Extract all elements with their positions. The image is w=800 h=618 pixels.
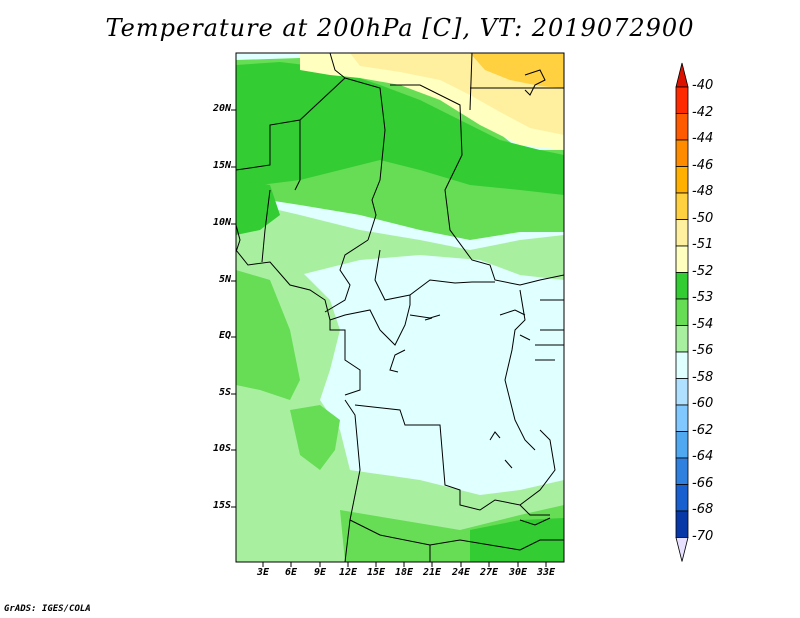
field-dark-green-west: [236, 180, 280, 235]
field-dark-green-north: [236, 62, 564, 195]
colorbar-label: -54: [692, 316, 714, 332]
longitude-ticks: [262, 562, 547, 567]
lon-label-30e: 30E: [508, 567, 528, 578]
colorbar-label: -48: [692, 184, 714, 199]
colorbar-segment: [675, 166, 689, 194]
colorbar-label: -52: [692, 263, 714, 279]
lon-label-33e: 33E: [536, 567, 556, 578]
colorbar-top-arrow: [675, 62, 689, 88]
colorbar-label: -62: [692, 422, 714, 438]
colorbar-label: -46: [692, 157, 714, 173]
lon-label-9e: 9E: [313, 567, 327, 578]
map-frame: [235, 52, 565, 563]
colorbar-label: -40: [692, 78, 714, 93]
colorbar-segment: [675, 219, 689, 247]
colorbar-segment: [675, 86, 689, 114]
colorbar-label: -50: [692, 210, 714, 226]
colorbar-label: -44: [692, 131, 714, 146]
lat-label-eq: EQ: [218, 330, 231, 341]
credit-text: GrADS: IGES/COLA: [4, 604, 91, 614]
colorbar-segment: [675, 139, 689, 167]
lon-label-12e: 12E: [338, 567, 358, 578]
lon-label-18e: 18E: [394, 567, 414, 578]
field-light-green-north: [236, 200, 564, 280]
lon-label-15e: 15E: [366, 567, 386, 578]
lon-label-3e: 3E: [256, 567, 270, 578]
colorbar-label: -60: [692, 396, 714, 411]
latitude-ticks: [231, 109, 236, 508]
colorbar-segment: [675, 457, 689, 485]
colorbar-label: -53: [692, 290, 714, 305]
colorbar-segment: [675, 192, 689, 220]
field-mid-green-sw: [290, 405, 340, 470]
field-yellow-ne: [470, 53, 564, 88]
colorbar-segment: [675, 113, 689, 141]
colorbar-label: -42: [692, 104, 714, 120]
field-dark-green-south: [470, 518, 564, 562]
colorbar-segment: [675, 298, 689, 326]
colorbar-segment: [675, 378, 689, 406]
country-borders: [236, 53, 564, 562]
lat-label-15s: 15S: [212, 500, 231, 511]
colorbar-segment: [675, 404, 689, 432]
lat-label-5n: 5N: [218, 274, 231, 285]
colorbar-segment: [675, 510, 689, 538]
colorbar-label: -68: [692, 502, 714, 517]
colorbar: [675, 62, 689, 562]
lon-label-24e: 24E: [451, 567, 471, 578]
colorbar-bottom-arrow: [675, 537, 689, 562]
colorbar-segment: [675, 272, 689, 300]
colorbar-label: -58: [692, 369, 714, 385]
colorbar-label: -70: [692, 528, 714, 544]
colorbar-label: -51: [692, 237, 714, 252]
colorbar-label: -66: [692, 475, 714, 491]
colorbar-segment: [675, 325, 689, 353]
chart-title: Temperature at 200hPa [C], VT: 201907290…: [105, 14, 695, 42]
lat-label-5s: 5S: [218, 387, 231, 398]
colorbar-label: -56: [692, 343, 714, 358]
field-mid-green-west: [236, 270, 300, 400]
temperature-field: [236, 53, 564, 562]
colorbar-segment: [675, 484, 689, 512]
colorbar-segment: [675, 245, 689, 273]
lat-label-10s: 10S: [212, 443, 231, 454]
lon-label-6e: 6E: [284, 567, 298, 578]
colorbar-segment: [675, 431, 689, 459]
lat-label-20n: 20N: [212, 103, 231, 114]
lon-label-27e: 27E: [479, 567, 499, 578]
colorbar-label: -64: [692, 449, 714, 464]
colorbar-segment: [675, 351, 689, 379]
lon-label-21e: 21E: [422, 567, 442, 578]
lat-label-10n: 10N: [212, 217, 231, 228]
lat-label-15n: 15N: [212, 160, 231, 171]
